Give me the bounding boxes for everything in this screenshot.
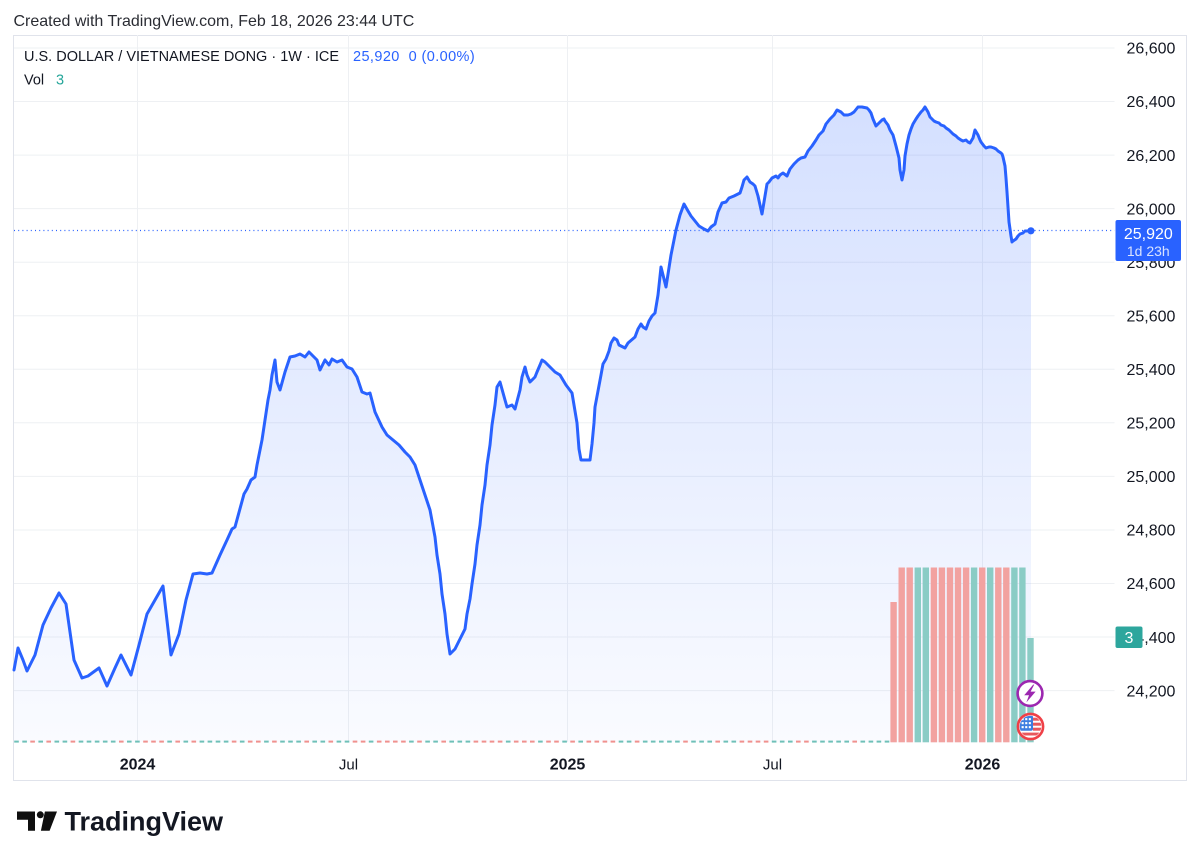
svg-text:25,600: 25,600 [1127,308,1176,325]
svg-text:1d 23h: 1d 23h [1127,243,1170,259]
svg-text:Vol: Vol [24,73,44,89]
svg-text:24,200: 24,200 [1127,683,1176,700]
svg-text:25,920: 25,920 [1124,226,1173,243]
svg-text:2024: 2024 [120,757,156,774]
svg-text:2025: 2025 [550,757,586,774]
svg-text:24,800: 24,800 [1127,523,1176,540]
svg-text:24,600: 24,600 [1127,576,1176,593]
svg-text:25,400: 25,400 [1127,362,1176,379]
svg-text:25,000: 25,000 [1127,469,1176,486]
svg-text:2026: 2026 [965,757,1001,774]
svg-text:26,000: 26,000 [1127,201,1176,218]
svg-text:Jul: Jul [339,757,358,774]
svg-text:TradingView: TradingView [65,807,225,837]
svg-text:Created with TradingView.com,: Created with TradingView.com, Feb 18, 20… [14,13,415,30]
svg-text:26,600: 26,600 [1127,41,1176,58]
svg-text:3: 3 [56,73,64,89]
svg-text:25,920 0 (0.00%): 25,920 0 (0.00%) [353,49,475,65]
svg-text:25,200: 25,200 [1127,416,1176,433]
svg-text:Jul: Jul [763,757,782,774]
svg-text:26,200: 26,200 [1127,148,1176,165]
svg-text:3: 3 [1125,630,1134,647]
svg-text:26,400: 26,400 [1127,94,1176,111]
svg-text:U.S. DOLLAR / VIETNAMESE DONG: U.S. DOLLAR / VIETNAMESE DONG · 1W · ICE [24,49,339,65]
